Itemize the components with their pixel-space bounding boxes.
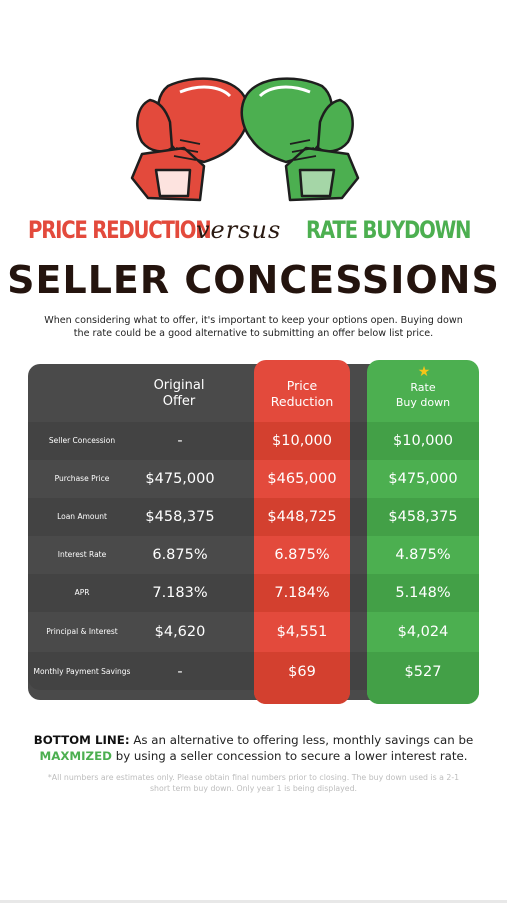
page-title: SELLER CONCESSIONS [7,258,500,302]
bottom-line-body: As an alternative to offering less, mont… [129,733,474,747]
row-label: Loan Amount [57,512,107,521]
price-reduction-heading: PRICE REDUCTION [28,216,212,244]
cell-price-reduction: $4,551 [276,624,328,640]
cell-original: - [177,433,183,449]
bottom-line-lead: BOTTOM LINE: [33,733,130,747]
cell-rate-buydown: $527 [404,664,442,680]
row-label: Purchase Price [54,474,110,483]
cell-price-reduction: 7.184% [274,585,330,601]
row-stripe [367,422,479,460]
star-icon: ★ [417,364,431,380]
column-header-price-reduction: Price Reduction [254,378,350,410]
row-label: Monthly Payment Savings [33,667,131,676]
row-label: Principal & Interest [46,627,118,636]
cell-price-reduction: $465,000 [267,471,337,487]
column-header-line: Rate [410,381,436,394]
column-header-line: Original [153,378,205,393]
row-stripe [254,422,350,460]
column-header-line: Reduction [270,394,334,409]
row-label: APR [74,588,90,597]
cell-price-reduction: $69 [288,664,316,680]
row-stripe [367,652,479,704]
cell-price-reduction: $10,000 [272,433,332,449]
row-stripe [28,422,254,460]
row-stripe [367,498,479,536]
column-header-original-offer: Original Offer [130,378,228,410]
row-stripe [28,498,254,536]
cell-rate-buydown: $4,024 [397,624,449,640]
cell-rate-buydown: $458,375 [388,509,458,525]
divider [0,900,507,903]
cell-original: - [177,664,183,680]
bottom-line-body: by using a seller concession to secure a… [111,749,468,763]
cell-original: 7.183% [152,585,208,601]
red-glove-icon [130,77,250,202]
column-header-line: Price [286,378,318,393]
cell-original: 6.875% [152,547,208,563]
row-stripe [367,574,479,612]
row-stripe [254,652,350,704]
row-stripe [350,652,367,690]
row-stripe [28,574,254,612]
row-stripe [254,574,350,612]
cell-original: $458,375 [145,509,215,525]
cell-price-reduction: $448,725 [267,509,337,525]
row-stripe [254,498,350,536]
bottom-line-highlight: MAXMIZED [39,749,112,763]
row-stripe [350,498,367,536]
intro-text: When considering what to offer, it's imp… [44,315,463,339]
row-stripe [28,652,254,690]
boxing-gloves-illustration [130,77,360,202]
column-header-rate-buydown: Rate Buy down [367,380,479,410]
cell-rate-buydown: $10,000 [393,433,453,449]
cell-rate-buydown: 4.875% [395,547,451,563]
cell-rate-buydown: 5.148% [395,585,451,601]
cell-price-reduction: 6.875% [274,547,330,563]
cell-rate-buydown: $475,000 [388,471,458,487]
disclaimer-text: *All numbers are estimates only. Please … [47,773,460,793]
bottom-line-text: BOTTOM LINE: As an alternative to offeri… [20,732,487,764]
row-stripe [350,422,367,460]
rate-buydown-heading: RATE BUYDOWN [306,216,472,244]
row-stripe [350,574,367,612]
column-header-line: Offer [162,394,196,409]
cell-original: $475,000 [145,471,215,487]
green-glove-icon [240,77,360,202]
row-label: Seller Concession [48,436,116,445]
versus-script: versus [196,216,282,244]
cell-original: $4,620 [154,624,206,640]
row-label: Interest Rate [57,550,107,559]
column-header-line: Buy down [395,396,451,409]
